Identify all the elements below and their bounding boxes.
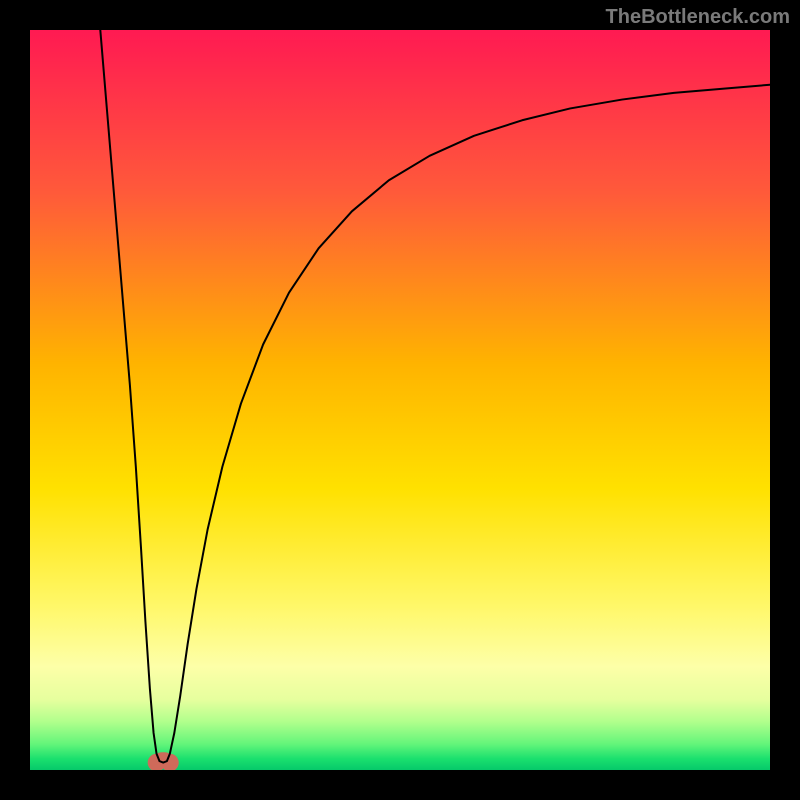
watermark-text: TheBottleneck.com (606, 6, 790, 29)
bottleneck-chart (30, 30, 770, 770)
gradient-background (30, 30, 770, 770)
plot-area (30, 30, 770, 770)
curve-foot-marker (148, 752, 179, 770)
outer-frame: TheBottleneck.com (0, 0, 800, 800)
